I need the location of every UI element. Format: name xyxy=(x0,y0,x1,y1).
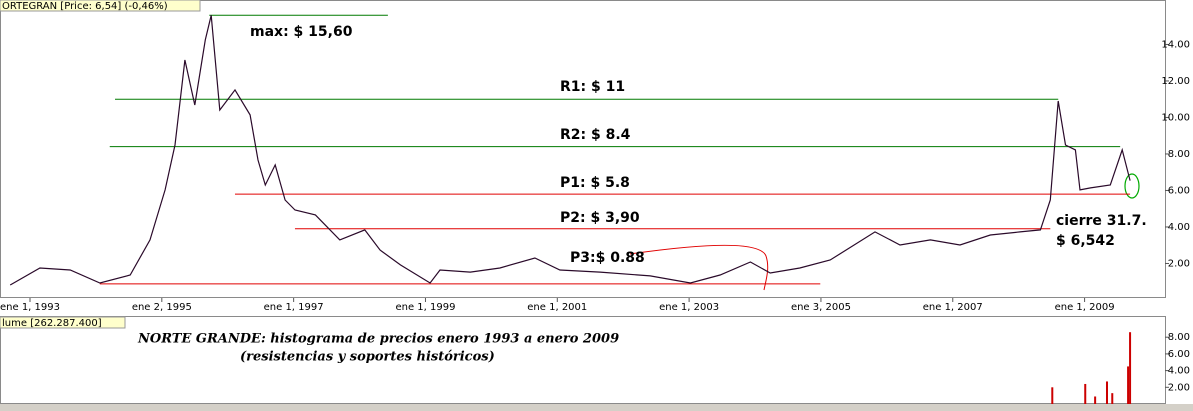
volume-bar xyxy=(1127,366,1130,404)
x-tick-label: ene 1, 2001 xyxy=(527,302,587,313)
level-label: P2: $ 3,90 xyxy=(560,210,640,226)
x-tick-label: ene 3, 2005 xyxy=(791,302,851,313)
y-tick-label: 4.00 xyxy=(1168,366,1190,377)
x-tick-label: ene 1, 2009 xyxy=(1055,302,1115,313)
y-tick-label: 14.00 xyxy=(1161,39,1190,50)
y-tick-label: 2.00 xyxy=(1168,258,1190,269)
volume-bar xyxy=(1051,387,1054,404)
x-tick-label: ene 1, 1993 xyxy=(0,302,60,313)
volume-bar xyxy=(1105,381,1108,404)
volume-bar xyxy=(1094,396,1097,404)
level-label: P1: $ 5.8 xyxy=(560,175,630,191)
y-tick-label: 8.00 xyxy=(1168,149,1190,160)
caption: (resistencias y soportes históricos) xyxy=(240,350,495,365)
x-tick-label: ene 1, 2007 xyxy=(923,302,983,313)
close-note: $ 6,542 xyxy=(1056,233,1115,249)
y-tick-label: 6.00 xyxy=(1168,185,1190,196)
volume-bar xyxy=(1129,332,1132,404)
volume-panel xyxy=(0,316,1166,404)
y-tick-label: 10.00 xyxy=(1161,112,1190,123)
price-line xyxy=(9,15,1131,286)
volume-title: lume [262.287.400] xyxy=(2,318,102,329)
x-tick-label: ene 1, 1997 xyxy=(264,302,324,313)
close-note: cierre 31.7. xyxy=(1056,213,1147,229)
x-tick-label: ene 2, 1995 xyxy=(132,302,192,313)
price-title: ORTEGRAN [Price: 6,54] (-0,46%) xyxy=(2,1,168,12)
x-tick-label: ene 1, 2003 xyxy=(659,302,719,313)
level-label: P3:$ 0.88 xyxy=(570,250,645,266)
volume-title-box xyxy=(0,316,126,329)
highlight-circle xyxy=(1124,173,1140,199)
level-label: R2: $ 8.4 xyxy=(560,127,631,143)
title-box xyxy=(0,0,201,12)
caption: NORTE GRANDE: histograma de precios ener… xyxy=(137,332,619,347)
y-tick-label: 6.00 xyxy=(1168,349,1190,360)
y-tick-label: 12.00 xyxy=(1161,76,1190,87)
y-tick-label: 8.00 xyxy=(1168,332,1190,343)
y-tick-label: 4.00 xyxy=(1168,222,1190,233)
x-tick-label: ene 1, 1999 xyxy=(395,302,455,313)
level-label: max: $ 15,60 xyxy=(250,24,353,40)
volume-bar xyxy=(1111,393,1114,404)
level-label: R1: $ 11 xyxy=(560,79,625,95)
volume-bar xyxy=(1084,383,1087,404)
arrow xyxy=(629,244,769,291)
y-tick-label: 2.00 xyxy=(1168,382,1190,393)
scrollbar xyxy=(0,404,1193,411)
price-panel xyxy=(0,0,1166,298)
